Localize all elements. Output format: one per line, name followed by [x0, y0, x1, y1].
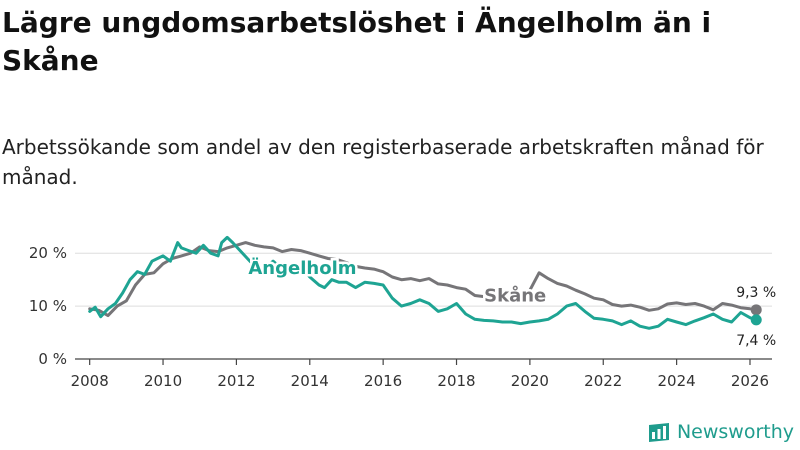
x-tick-label: 2016: [364, 372, 402, 390]
series-labels: 9,3 % 7,4 % Skåne Ängelholm: [246, 255, 776, 349]
series-label-angelholm: Ängelholm: [248, 257, 356, 279]
x-tick-label: 2008: [71, 372, 109, 390]
y-tick-label: 20 %: [29, 244, 67, 262]
x-tick-label: 2022: [584, 372, 622, 390]
y-tick-label: 10 %: [29, 297, 67, 315]
x-tick-label: 2026: [731, 372, 769, 390]
end-value-label: 7,4 %: [736, 333, 776, 349]
x-tick-label: 2020: [511, 372, 549, 390]
series-label-skane: Skåne: [484, 285, 546, 307]
x-tick-label: 2014: [291, 372, 329, 390]
chart-title: Lägre ungdomsarbetslöshet i Ängelholm än…: [2, 6, 712, 77]
series-lines: [88, 235, 762, 330]
end-point-skane: [750, 304, 762, 316]
y-tick-label: 0 %: [38, 350, 67, 368]
axes: 0 % 10 % 20 % 2008 2010 2012 2014 2016 2018 2020 2…: [29, 244, 772, 390]
newsworthy-logo[interactable]: Newsworthy: [647, 420, 794, 444]
x-tick-label: 2012: [217, 372, 255, 390]
x-tick-label: 2010: [144, 372, 182, 390]
brand-name: Newsworthy: [676, 421, 794, 443]
x-tick-label: 2024: [658, 372, 696, 390]
chart-subtitle: Arbetssökande som andel av den registerb…: [2, 135, 764, 189]
end-point-angelholm: [750, 314, 762, 326]
x-tick-label: 2018: [437, 372, 475, 390]
newsworthy-logo-icon: [648, 423, 669, 442]
end-value-label: 9,3 %: [736, 285, 776, 301]
series-line-angelholm: [88, 235, 758, 330]
